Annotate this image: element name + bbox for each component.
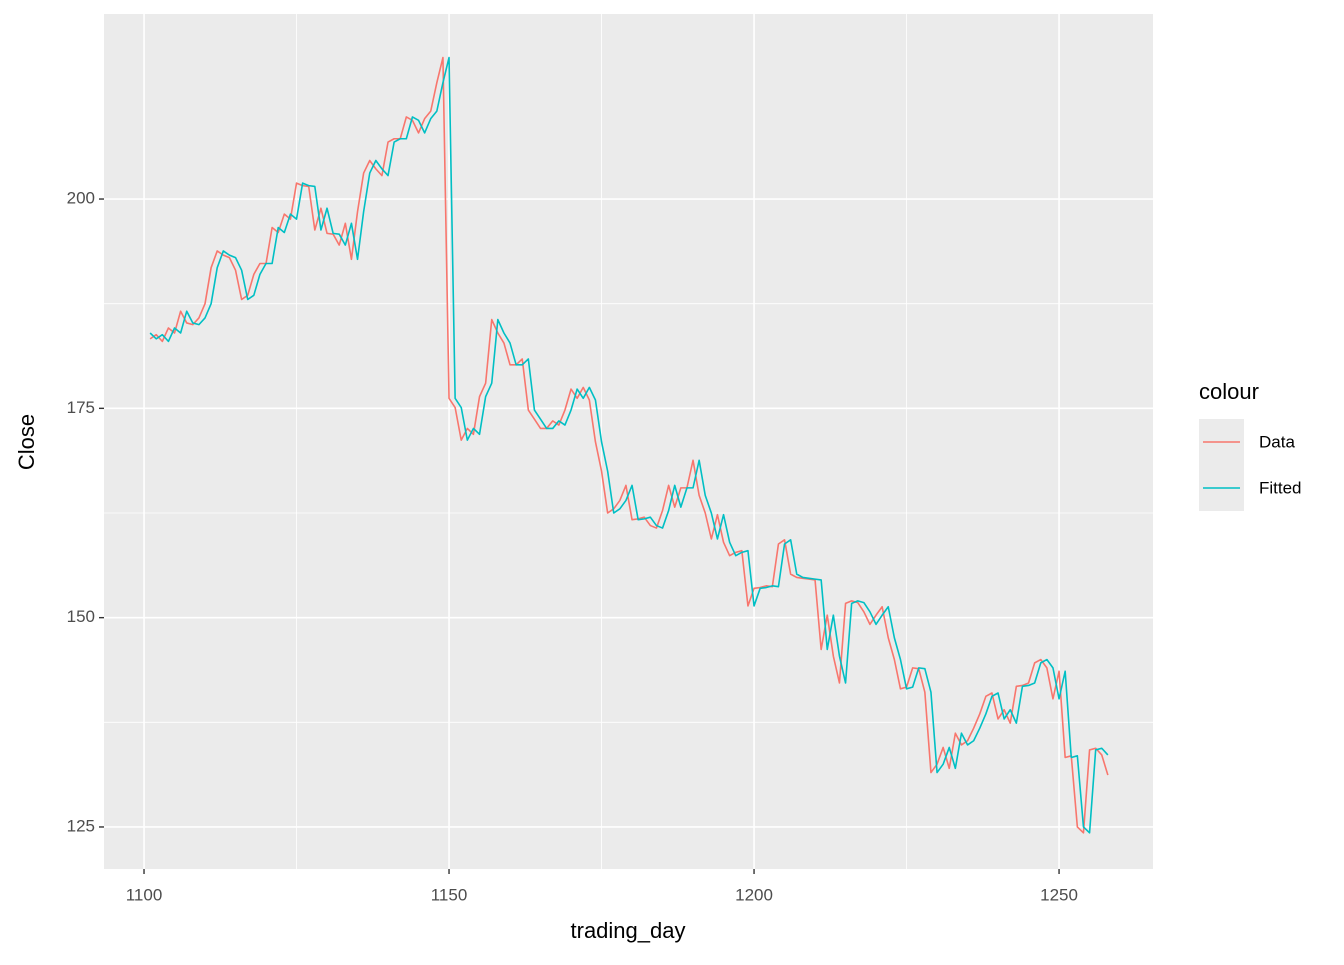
data-line bbox=[149, 56, 1109, 834]
x-tick-label: 1200 bbox=[735, 885, 773, 904]
y-tick-label: 150 bbox=[67, 607, 95, 626]
y-tick-label: 200 bbox=[67, 189, 95, 208]
x-tick-label: 1250 bbox=[1040, 885, 1078, 904]
y-tick-label: 125 bbox=[67, 816, 95, 835]
x-axis-title: trading_day bbox=[571, 918, 686, 943]
legend-label: Data bbox=[1259, 432, 1295, 451]
x-tick-label: 1150 bbox=[431, 885, 468, 904]
legend-title: colour bbox=[1199, 379, 1259, 404]
y-axis-title: Close bbox=[14, 414, 39, 470]
y-tick-label: 175 bbox=[67, 398, 95, 417]
x-tick-label: 1100 bbox=[126, 885, 163, 904]
panel-background bbox=[104, 14, 1153, 869]
data-line bbox=[149, 56, 1109, 834]
legend-label: Fitted bbox=[1259, 478, 1302, 497]
